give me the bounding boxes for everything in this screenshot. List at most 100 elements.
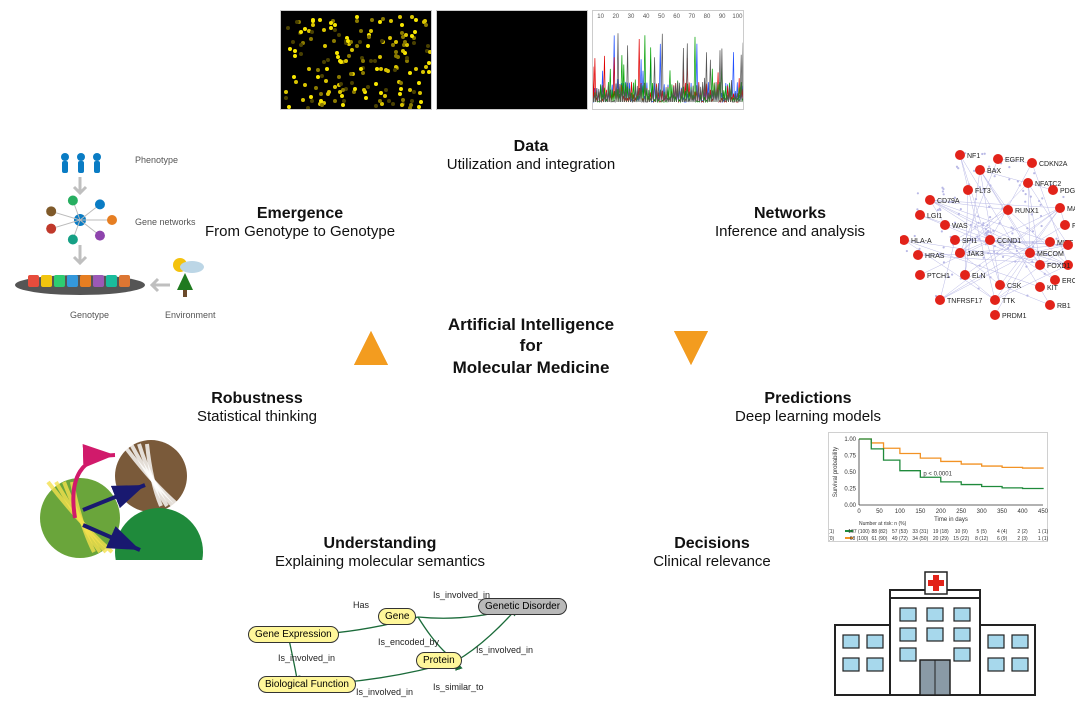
ontology-node: Gene Expression <box>248 626 339 643</box>
microarray-dot <box>384 88 388 92</box>
microarray-dot <box>291 40 295 44</box>
ontology-edge-label: Is_involved_in <box>278 653 335 663</box>
svg-text:CSK: CSK <box>1007 283 1022 290</box>
svg-text:1 (1): 1 (1) <box>1038 529 1049 535</box>
microarray-dot <box>383 94 387 98</box>
microarray-dot <box>426 44 430 48</box>
microarray-dot <box>394 50 398 54</box>
microarray-dot <box>414 67 418 71</box>
svg-text:0.50: 0.50 <box>844 470 856 476</box>
svg-text:0: 0 <box>857 509 861 515</box>
microarray-dot <box>366 44 370 48</box>
svg-text:61 (90): 61 (90) <box>872 536 888 542</box>
microarray-dot <box>410 34 414 38</box>
microarray-dot <box>341 103 345 107</box>
microarray-dot <box>408 71 412 75</box>
svg-text:90: 90 <box>719 14 726 20</box>
ontology-node: Genetic Disorder <box>478 598 567 615</box>
ontology-graph: Gene ExpressionGeneGenetic DisorderProte… <box>238 590 568 705</box>
svg-text:0.00: 0.00 <box>844 503 856 509</box>
microarray-dot <box>299 30 303 34</box>
svg-text:20 (29): 20 (29) <box>933 536 949 542</box>
microarray-dot <box>349 72 353 76</box>
svg-text:400: 400 <box>1018 509 1029 515</box>
microarray-dot <box>413 30 417 34</box>
emergence-label: Gene networks <box>135 217 196 227</box>
section-subtitle: Explaining molecular semantics <box>240 553 520 570</box>
svg-text:1 (1): 1 (1) <box>829 529 834 535</box>
svg-text:8 (12): 8 (12) <box>975 536 988 542</box>
microarray-dot <box>350 81 354 85</box>
svg-text:KIT: KIT <box>1047 285 1059 292</box>
hospital-icon <box>830 570 1040 700</box>
section-subtitle: Inference and analysis <box>650 223 930 240</box>
microarray-dot <box>310 99 314 103</box>
svg-text:49 (72): 49 (72) <box>892 536 908 542</box>
ontology-node: Biological Function <box>258 676 356 693</box>
emergence-label: Environment <box>165 310 216 320</box>
microarray-dot <box>398 15 402 19</box>
svg-text:TNFRSF17: TNFRSF17 <box>947 298 983 305</box>
svg-text:70: 70 <box>688 14 695 20</box>
microarray-dot <box>374 82 378 86</box>
section-title: Data <box>391 138 671 156</box>
svg-text:FES: FES <box>1072 223 1075 230</box>
svg-text:6 (9): 6 (9) <box>997 536 1008 542</box>
svg-text:1.00: 1.00 <box>844 437 856 443</box>
microarray-dot <box>344 59 348 63</box>
microarray-dot <box>333 99 337 103</box>
svg-text:FOXD1: FOXD1 <box>1047 263 1070 270</box>
svg-text:34 (50): 34 (50) <box>912 536 928 542</box>
microarray-panel <box>280 10 432 110</box>
svg-text:20: 20 <box>612 14 619 20</box>
robustness-figure <box>20 430 210 560</box>
microarray-dot <box>417 81 421 85</box>
section-subtitle: Clinical relevance <box>572 553 852 570</box>
svg-text:0 (0): 0 (0) <box>829 536 834 542</box>
ontology-edge-label: Is_involved_in <box>433 590 490 600</box>
microarray-dot <box>412 90 416 94</box>
svg-text:HRAS: HRAS <box>925 253 945 260</box>
svg-text:200: 200 <box>936 509 947 515</box>
svg-text:0.25: 0.25 <box>844 487 856 493</box>
microarray-dot <box>319 92 323 96</box>
svg-text:10: 10 <box>597 14 604 20</box>
svg-text:SPI1: SPI1 <box>962 238 977 245</box>
svg-text:450: 450 <box>1038 509 1049 515</box>
ring-arrow-icon <box>674 331 708 365</box>
svg-text:40: 40 <box>643 14 650 20</box>
microarray-dot <box>311 23 315 27</box>
section-label-decisions: DecisionsClinical relevance <box>572 535 852 570</box>
microarray-dot <box>353 87 357 91</box>
microarray-dot <box>326 92 330 96</box>
svg-text:RB1: RB1 <box>1057 303 1071 310</box>
svg-text:2 (2): 2 (2) <box>1017 529 1028 535</box>
ontology-edge-label: Is_encoded_by <box>378 637 439 647</box>
emergence-figure: PhenotypeGene networksGenotypeEnvironmen… <box>10 145 220 325</box>
microarray-dot <box>379 67 383 71</box>
microarray-dot <box>399 87 403 91</box>
microarray-dot <box>384 68 388 72</box>
microarray-dot <box>287 105 291 109</box>
data-strip: 102030405060708090100 <box>280 10 744 110</box>
microarray-dot <box>326 58 330 62</box>
microarray-dot <box>333 85 337 89</box>
microarray-dot <box>418 91 422 95</box>
svg-text:Survival probability: Survival probability <box>833 447 839 497</box>
chromatogram-panel: 102030405060708090100 <box>592 10 744 110</box>
svg-text:ERCC3: ERCC3 <box>1062 278 1075 285</box>
microarray-dot <box>323 44 327 48</box>
microarray-dot <box>292 75 296 79</box>
microarray-dot <box>299 43 303 47</box>
section-subtitle: Deep learning models <box>668 408 948 425</box>
microarray-dot <box>380 39 384 43</box>
microarray-dot <box>303 27 307 31</box>
microarray-dot <box>361 59 365 63</box>
microarray-dot <box>400 103 404 107</box>
ring-arrow-icon <box>354 331 388 365</box>
microarray-dot <box>295 20 299 24</box>
svg-text:19 (18): 19 (18) <box>933 529 949 535</box>
microarray-dot <box>293 49 297 53</box>
section-label-robustness: RobustnessStatistical thinking <box>117 390 397 425</box>
microarray-dot <box>337 75 341 79</box>
